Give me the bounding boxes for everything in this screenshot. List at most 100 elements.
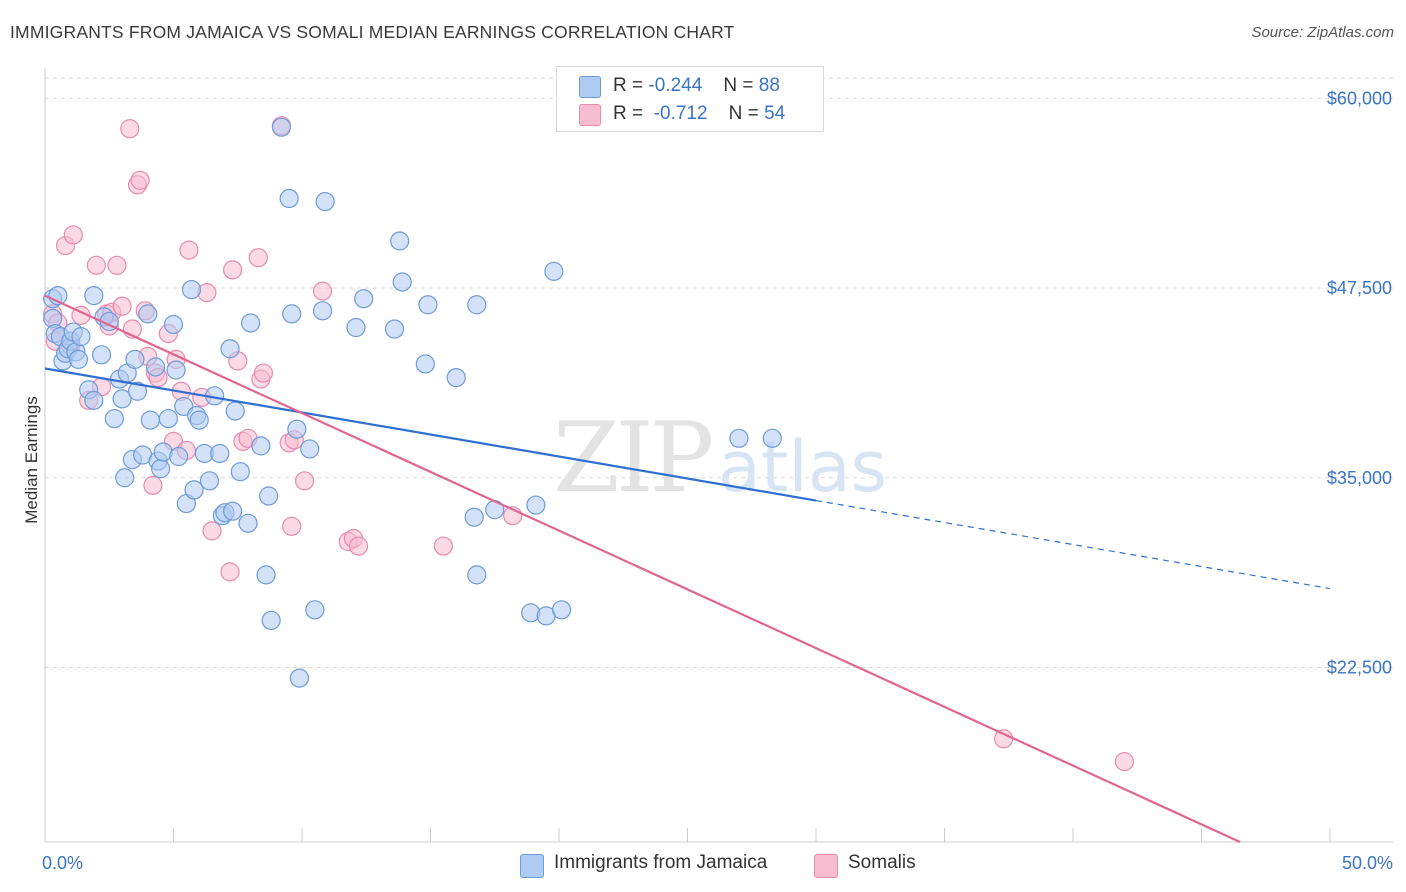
jamaica-point: [140, 410, 160, 430]
jamaica-point: [258, 486, 279, 506]
bottom-swatch-blue: [520, 854, 544, 878]
jamaica-point: [418, 295, 438, 315]
axes: [44, 68, 1393, 843]
chart-title: IMMIGRANTS FROM JAMAICA VS SOMALI MEDIAN…: [10, 22, 735, 42]
jamaica-point: [384, 319, 405, 339]
somalis-point: [994, 729, 1014, 749]
x-tick-label: 0.0%: [42, 853, 83, 873]
jamaica-point: [68, 349, 89, 369]
jamaica-point: [238, 513, 258, 533]
jamaica-point: [392, 272, 412, 292]
somalis-point: [120, 119, 140, 139]
somalis-point: [433, 536, 453, 556]
somalis-point: [202, 521, 222, 541]
tick-labels: $22,500 $35,000 $47,500 $60,000 0.0% 50.0%: [42, 88, 1393, 873]
jamaica-point: [115, 468, 135, 488]
jamaica-point: [181, 279, 202, 300]
y-axis-title: Median Earnings: [22, 396, 41, 524]
jamaica-point: [91, 345, 112, 365]
jamaica-point: [729, 428, 749, 448]
somalis-point: [112, 296, 132, 316]
jamaica-point: [151, 459, 171, 479]
jamaica-point: [71, 327, 91, 347]
jamaica-point: [300, 439, 320, 459]
jamaica-point: [551, 600, 572, 620]
jamaica-point: [127, 381, 148, 401]
jamaica-point: [526, 495, 546, 515]
legend-swatch-blue: [579, 76, 601, 98]
jamaica-point: [390, 231, 410, 251]
somalis-point: [107, 255, 127, 275]
jamaica-points: [43, 117, 782, 688]
jamaica-point: [241, 313, 261, 333]
jamaica-point: [84, 390, 104, 410]
somalis-point: [253, 363, 274, 383]
somalis-point: [294, 471, 315, 491]
jamaica-point: [158, 408, 178, 429]
jamaica-point: [223, 501, 243, 521]
r-value-somalis: -0.712: [653, 103, 708, 124]
jamaica-point: [467, 565, 487, 585]
somalis-trend-line: [44, 294, 1241, 844]
jamaica-point: [315, 191, 335, 212]
jamaica-trend-line: [44, 367, 817, 502]
bottom-label-somalis: Somalis: [848, 852, 916, 873]
somalis-point: [197, 283, 217, 303]
somalis-point: [143, 475, 163, 495]
somalis-point: [312, 281, 333, 301]
jamaica-point: [104, 408, 124, 429]
somalis-point: [248, 248, 268, 268]
jamaica-point: [251, 436, 271, 456]
jamaica-point: [189, 410, 209, 430]
somalis-point: [179, 240, 199, 260]
x-tick-label: 50.0%: [1342, 853, 1393, 873]
somalis-point: [282, 516, 302, 536]
jamaica-point: [145, 357, 166, 377]
n-value-somalis: 54: [764, 103, 786, 124]
somalis-points: [43, 116, 1135, 772]
jamaica-point: [84, 286, 104, 306]
somalis-point: [86, 255, 107, 275]
legend-swatch-pink: [579, 104, 601, 126]
jamaica-point: [220, 339, 240, 359]
jamaica-point: [138, 304, 158, 324]
jamaica-point: [289, 668, 310, 688]
jamaica-point: [210, 443, 230, 464]
somalis-point: [220, 562, 240, 582]
jamaica-point: [544, 261, 564, 281]
jamaica-point: [415, 354, 435, 374]
jamaica-point: [346, 317, 366, 338]
jamaica-point: [199, 471, 220, 491]
y-tick-label: $60,000: [1327, 88, 1392, 108]
somalis-point: [130, 170, 150, 190]
somalis-point: [63, 225, 83, 245]
somalis-point: [348, 536, 369, 556]
gridlines: [45, 77, 1393, 668]
somalis-point: [223, 260, 243, 280]
legend-text-somalis: R = -0.712 N = 54: [613, 103, 786, 124]
jamaica-point: [464, 507, 484, 527]
jamaica-point: [125, 349, 145, 369]
jamaica-point: [354, 289, 374, 309]
r-value-jamaica: -0.244: [648, 75, 703, 96]
y-tick-label: $22,500: [1327, 657, 1392, 677]
y-tick-label: $35,000: [1327, 468, 1392, 488]
bottom-label-jamaica: Immigrants from Jamaica: [554, 852, 768, 873]
correlation-legend: R = -0.244 N = 88 R = -0.712 N = 54: [556, 66, 824, 132]
jamaica-point: [163, 314, 184, 335]
jamaica-point: [169, 446, 189, 467]
jamaica-point: [184, 480, 204, 500]
jamaica-point: [256, 565, 276, 585]
jamaica-point: [225, 401, 245, 421]
jamaica-point: [166, 360, 186, 380]
legend-text-jamaica: R = -0.244 N = 88: [613, 75, 780, 96]
y-tick-label: $47,500: [1327, 278, 1392, 298]
somalis-point: [1114, 751, 1135, 772]
jamaica-point: [446, 368, 466, 388]
source-label: Source: ZipAtlas.com: [1251, 24, 1394, 41]
jamaica-point: [282, 304, 302, 324]
jamaica-point: [467, 295, 487, 315]
trend-lines: [44, 294, 1331, 844]
jamaica-point: [279, 188, 299, 209]
